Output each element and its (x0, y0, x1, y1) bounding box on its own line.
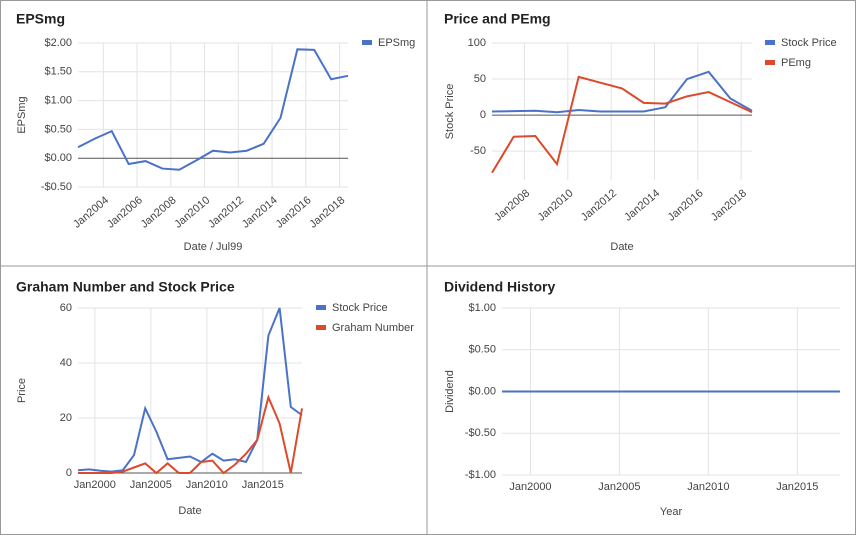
x-tick-label: Jan2000 (509, 481, 551, 493)
legend-label: Graham Number (332, 322, 414, 334)
y-tick-label: 50 (474, 73, 486, 85)
y-tick-label: 0 (480, 109, 486, 121)
y-tick-label: 100 (468, 37, 486, 49)
legend-label: PEmg (781, 57, 811, 69)
legend-swatch (765, 40, 775, 45)
y-tick-label: $0.50 (44, 123, 72, 135)
series-line (77, 48, 349, 171)
x-tick-label: Jan2010 (536, 187, 576, 223)
x-tick-label: Jan2004 (71, 194, 111, 230)
series-line (491, 75, 753, 174)
y-tick-label: $1.00 (468, 302, 496, 314)
y-tick-label: -$0.50 (41, 181, 72, 193)
x-tick-label: Jan2012 (579, 187, 619, 223)
y-tick-label: 40 (60, 357, 72, 369)
x-tick-label: Jan2014 (622, 187, 662, 223)
x-tick-label: Jan2006 (105, 194, 145, 230)
x-tick-label: Jan2015 (242, 479, 284, 491)
chart-panel: Graham Number and Stock Price Jan2000 Jan2… (16, 279, 414, 517)
x-tick-label: Jan2008 (492, 187, 532, 223)
x-tick-label: Jan2005 (598, 481, 640, 493)
x-tick-label: Jan2010 (172, 194, 212, 230)
y-tick-label: -50 (470, 145, 486, 157)
y-tick-label: $1.50 (44, 66, 72, 78)
legend-swatch (316, 305, 326, 310)
x-tick-label: Jan2000 (74, 479, 116, 491)
legend-label: EPSmg (378, 37, 415, 49)
chart-title: Dividend History (444, 279, 555, 295)
y-tick-label: 0 (66, 467, 72, 479)
x-tick-label: Jan2008 (139, 194, 179, 230)
x-axis-label: Year (660, 506, 683, 518)
y-tick-label: $0.00 (468, 385, 496, 397)
y-axis-label: Price (16, 378, 28, 403)
x-tick-label: Jan2016 (666, 187, 706, 223)
y-tick-label: $1.00 (44, 95, 72, 107)
x-tick-label: Jan2014 (240, 194, 280, 230)
legend-label: Stock Price (781, 37, 837, 49)
y-tick-label: 60 (60, 302, 72, 314)
y-tick-label: -$0.50 (465, 427, 496, 439)
y-tick-label: $0.50 (468, 344, 496, 356)
x-tick-label: Jan2018 (709, 187, 749, 223)
y-tick-label: $0.00 (44, 152, 72, 164)
x-tick-label: Jan2005 (130, 479, 172, 491)
y-axis-label: Stock Price (444, 84, 456, 140)
x-tick-label: Jan2012 (206, 194, 246, 230)
chart-panel: Dividend History Jan2000 Jan2005 Jan2010 Jan… (444, 279, 840, 518)
y-tick-label: $2.00 (44, 37, 72, 49)
y-tick-label: 20 (60, 412, 72, 424)
chart-title: EPSmg (16, 11, 65, 27)
y-axis-label: Dividend (444, 370, 456, 413)
series-line (78, 394, 303, 475)
x-axis-label: Date (610, 241, 633, 253)
x-tick-label: Jan2010 (687, 481, 729, 493)
series-line (77, 307, 303, 473)
series-line (491, 70, 753, 114)
legend-swatch (765, 60, 775, 65)
legend-swatch (362, 40, 372, 45)
y-axis-label: EPSmg (16, 96, 28, 133)
x-tick-label: Jan2016 (274, 194, 314, 230)
x-tick-label: Jan2018 (307, 194, 347, 230)
x-tick-label: Jan2010 (186, 479, 228, 491)
y-tick-label: -$1.00 (465, 469, 496, 481)
chart-title: Graham Number and Stock Price (16, 279, 235, 295)
x-axis-label: Date / Jul99 (184, 241, 243, 253)
x-axis-label: Date (178, 505, 201, 517)
chart-panel: EPSmg Jan2004Jan2006Jan2008Jan2010Jan2012… (16, 11, 415, 253)
x-tick-label: Jan2015 (776, 481, 818, 493)
chart-title: Price and PEmg (444, 11, 551, 27)
legend-swatch (316, 325, 326, 330)
legend-label: Stock Price (332, 302, 388, 314)
